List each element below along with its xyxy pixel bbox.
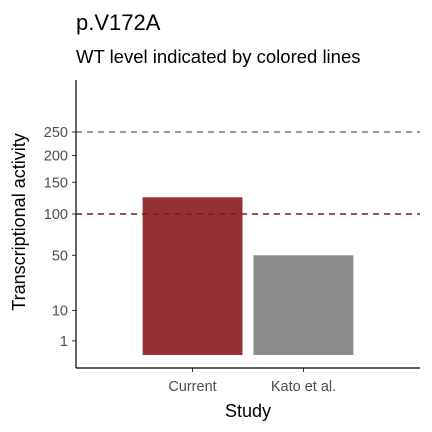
y-tick-label: 100 (44, 207, 68, 223)
y-tick-label: 150 (44, 175, 68, 191)
y-tick-label: 1 (60, 334, 68, 350)
x-tick-label: Current (168, 379, 216, 395)
chart-title: p.V172A (76, 10, 161, 35)
x-tick-label: Kato et al. (271, 379, 336, 395)
chart-subtitle: WT level indicated by colored lines (76, 46, 361, 67)
y-axis-title: Transcriptional activity (9, 133, 29, 310)
bar-kato-et-al (253, 255, 354, 355)
plot-area: Current Kato et al. 1 10 50 100 150 200 250 (44, 80, 420, 395)
y-tick-label: 250 (44, 125, 68, 141)
y-tick-label: 200 (44, 149, 68, 165)
y-tick-label: 50 (52, 248, 68, 264)
x-axis-title: Study (225, 401, 271, 421)
bar-current (142, 197, 243, 355)
y-tick-label: 10 (52, 303, 68, 319)
